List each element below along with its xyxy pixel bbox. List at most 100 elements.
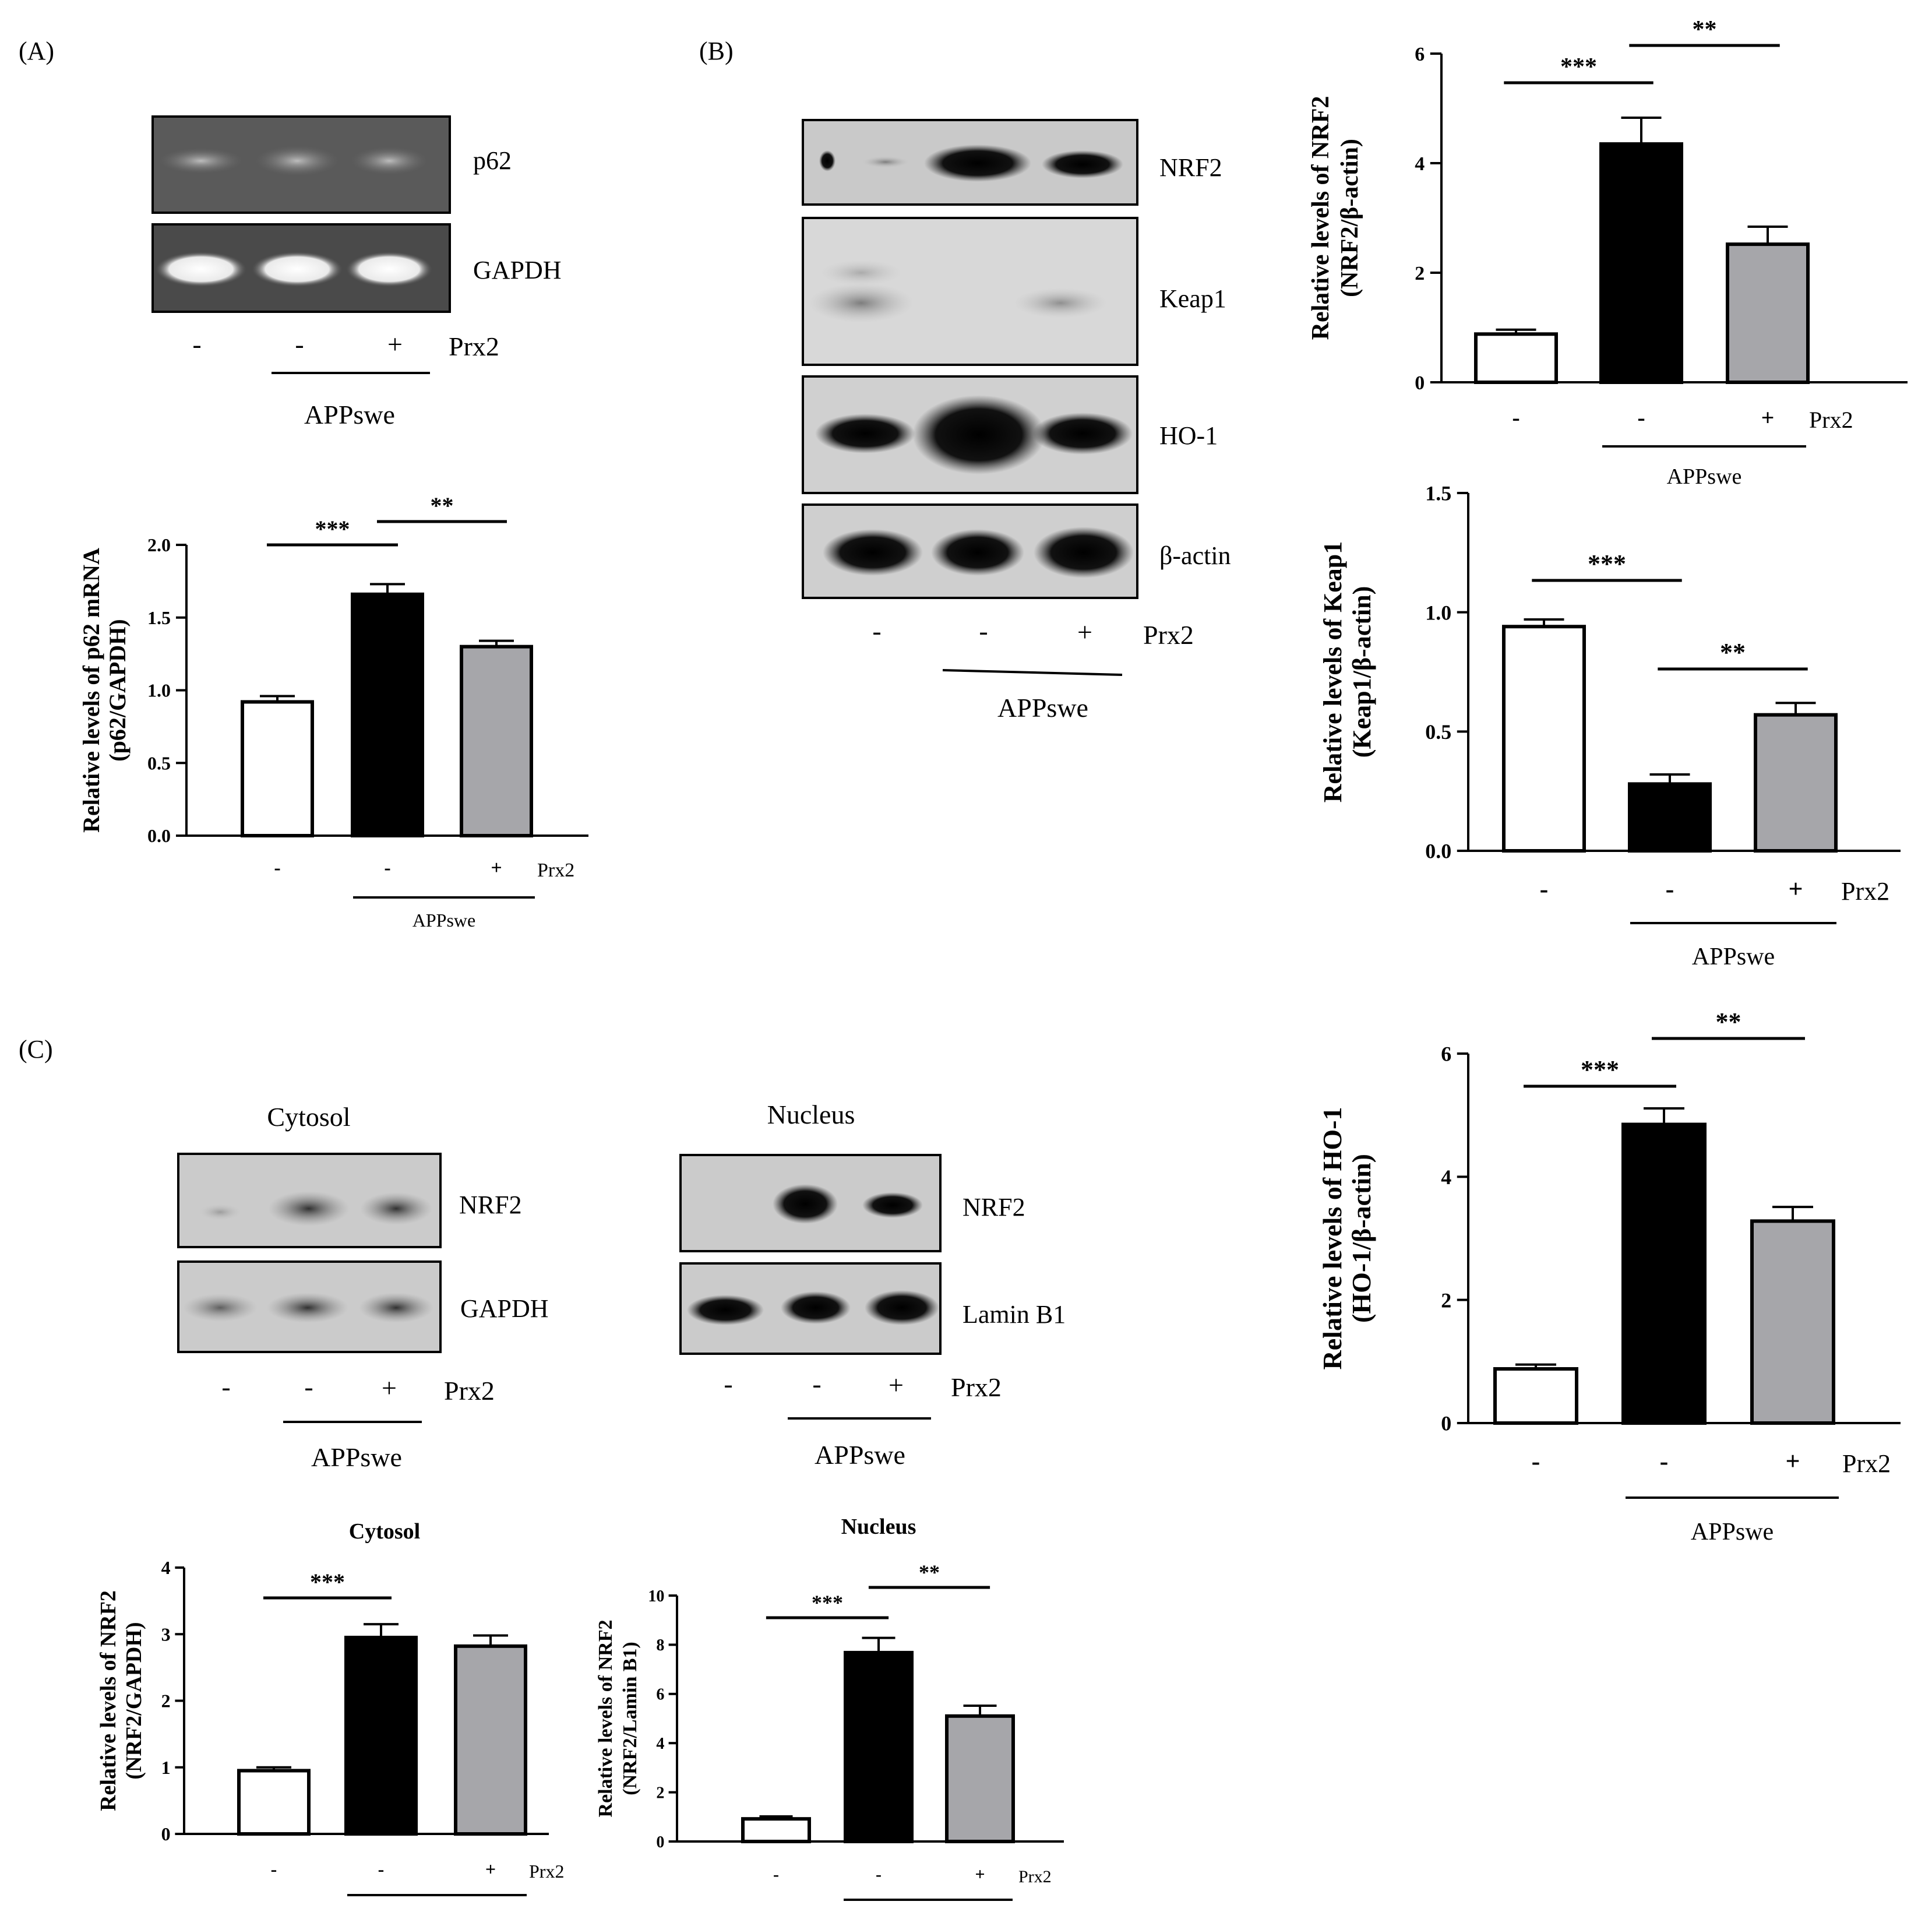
ho1-ylabel-2: (HO-1/β-actin) [1346,1154,1376,1323]
c-nuc-lamin-band-3 [865,1290,939,1325]
c-nuc-nrf2-band-3 [862,1192,923,1218]
p62-tick-label: 0.0 [147,825,171,846]
nrf2-sig-label: ** [1693,16,1717,43]
b-label-actin: β-actin [1159,541,1231,570]
nrf2-tick-label: 4 [1415,153,1425,175]
cytosol-sig-label: *** [310,1569,345,1595]
c-cyto-gapdh-band-1 [183,1294,258,1322]
panel-label-c: (C) [19,1035,53,1064]
nucleus-bar-2 [844,1650,914,1844]
nrf2-ylabel-2: (NRF2/β-actin) [1337,139,1363,297]
keap1-ylabel-2: (Keap1/β-actin) [1348,586,1376,758]
nucleus-tick-label: 6 [656,1686,664,1704]
p62-bar-1 [241,700,314,837]
ho1-tick-label: 0 [1441,1412,1451,1435]
cytosol-ylabel-2: (NRF2/GAPDH) [122,1622,146,1779]
b-actin-band-2 [931,529,1024,576]
b-label-keap1: Keap1 [1159,284,1226,313]
ho1-tick-label: 2 [1441,1288,1451,1312]
c-cyto-gapdh-band-3 [359,1293,433,1323]
c-cyto-nrf2-band-2 [268,1191,350,1226]
c-cyto-label-nrf2: NRF2 [459,1191,522,1219]
c-nuc-label-lamin: Lamin B1 [963,1300,1066,1329]
gapdh-band-2 [252,252,343,287]
ho1-treat-1: - [1532,1447,1540,1476]
cytosol-ylabel: Relative levels of NRF2 [96,1590,121,1811]
keap1-bar-3 [1754,713,1838,853]
chart-keap1: 0.0 0.5 1.0 1.5 Relative levels of Keap1 (Kea… [1318,482,1901,970]
b-actin-band-3 [1034,527,1134,578]
nrf2-treat-1: - [1512,404,1519,431]
keap1-tick-label: 1.5 [1425,482,1451,505]
ho1-bar-2 [1621,1122,1707,1425]
nucleus-treat-1: - [773,1865,779,1884]
cytosol-title: Cytosol [349,1519,420,1544]
cytosol-bar-3 [454,1644,527,1836]
b-label-ho1: HO-1 [1159,421,1218,450]
nrf2-tick-label: 6 [1415,44,1425,65]
b-label-nrf2: NRF2 [1159,153,1222,182]
nrf2-bar-2 [1599,142,1683,384]
chart-p62: 0.0 0.5 1.0 1.5 2.0 Relative levels of p62 mR… [78,492,588,931]
p62-treat-appswe: APPswe [413,910,475,931]
c-nuc-lamin-band-2 [781,1291,851,1324]
nucleus-treat-2: - [876,1865,882,1884]
c-nuc-minus-1: - [724,1369,732,1399]
cytosol-treat-1: - [271,1858,277,1879]
b-ho1-band-2 [912,395,1045,474]
b-treat-minus-2: - [979,616,988,646]
panel-a-blots: p62 GAPDH - - + Prx2 APPswe [151,115,562,429]
p62-bar-3 [460,645,533,838]
c-cyto-gapdh-band-2 [267,1293,348,1323]
cytosol-tick-label: 1 [161,1757,171,1778]
nucleus-treat-appswe: APPswe [901,1910,956,1912]
p62-band-1 [159,148,243,174]
c-cyto-nrf2-band-3 [360,1192,432,1225]
b-treat-appswe: APPswe [997,693,1088,723]
panel-label-a: (A) [19,37,55,65]
ho1-treat-2: - [1660,1447,1669,1476]
keap1-bar-2 [1628,782,1712,853]
treat-prx2: Prx2 [449,332,499,361]
p62-treat-prx2: Prx2 [537,860,574,881]
treat-appswe: APPswe [304,400,395,429]
b-treat-minus-1: - [872,616,881,646]
b-ho1-band-1 [815,414,915,453]
p62-treat-3: + [491,857,502,879]
ho1-tick-label: 6 [1441,1043,1451,1066]
keap1-sig-label: ** [1720,638,1746,667]
cytosol-treat-3: + [485,1858,496,1879]
c-nuc-minus-2: - [812,1369,821,1399]
nucleus-ylabel-2: (NRF2/Lamin B1) [619,1642,641,1795]
chart-nucleus: 0 2 4 6 8 10 Relative levels of NRF2 (NRF2/Lami… [595,1515,1064,1912]
cytosol-tick-label: 4 [161,1557,171,1578]
nrf2-tick-label: 2 [1415,263,1425,284]
b-appswe-bar [942,669,1123,676]
nucleus-tick-label: 8 [656,1636,664,1654]
p62-bar-2 [351,592,424,838]
blot-label-gapdh: GAPDH [473,256,562,284]
chart-cytosol: 0 1 2 3 4 Relative levels of NRF2 (NRF2/GAPDH)… [96,1519,564,1912]
b-nrf2-band-1 [819,150,835,171]
ho1-treat-3: + [1785,1447,1800,1476]
p62-band-2 [255,146,339,176]
cytosol-tick-label: 3 [161,1624,171,1645]
nucleus-ylabel: Relative levels of NRF2 [595,1620,616,1818]
panel-b-blots: NRF2 Keap1 HO-1 β-actin - - + Prx2 APPsw… [802,119,1231,723]
ho1-sig-label: ** [1716,1008,1741,1036]
gapdh-band-3 [346,252,432,287]
c-nuc-plus: + [889,1370,904,1400]
ho1-bar-3 [1750,1219,1835,1425]
nucleus-tick-label: 2 [656,1784,664,1802]
keap1-tick-label: 0.0 [1425,840,1451,863]
panel-c-blots: Cytosol Nucleus NRF2 GAPDH - - + Prx2 AP… [177,1100,1066,1472]
b-actin-band-1 [823,529,923,576]
p62-band-3 [351,147,428,175]
ho1-bar-1 [1493,1367,1578,1425]
c-nucleus-title: Nucleus [767,1100,855,1129]
keap1-treat-2: - [1666,875,1674,903]
panel-label-b: (B) [699,37,734,65]
b-nrf2-band-3 [924,145,1031,182]
